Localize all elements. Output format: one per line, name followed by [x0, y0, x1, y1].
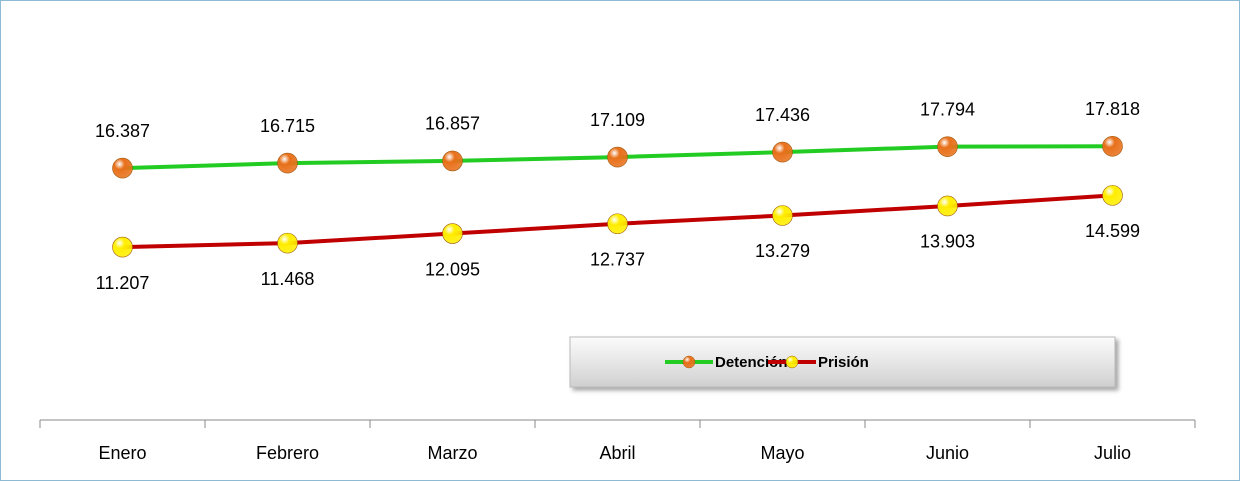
legend-label: Detención [715, 354, 788, 371]
data-label: 13.903 [920, 232, 975, 252]
marker [442, 223, 463, 244]
x-tick-label: Mayo [760, 443, 804, 463]
marker [937, 136, 958, 157]
marker [112, 157, 133, 179]
x-tick-label: Marzo [427, 443, 477, 463]
x-tick-label: Junio [926, 443, 969, 463]
data-label: 17.818 [1085, 99, 1140, 119]
legend-box [569, 336, 1116, 388]
marker [937, 195, 958, 217]
data-label: 16.387 [95, 121, 150, 141]
data-label: 12.737 [590, 250, 645, 270]
marker [607, 146, 628, 168]
legend-marker [785, 355, 799, 369]
x-tick-label: Enero [98, 443, 146, 463]
data-label: 17.436 [755, 105, 810, 125]
marker [112, 236, 133, 258]
marker [1102, 135, 1123, 157]
data-label: 11.207 [96, 273, 150, 293]
data-label: 14.599 [1085, 221, 1140, 241]
legend-marker [682, 355, 696, 369]
marker [772, 205, 793, 226]
data-label: 16.857 [425, 114, 480, 134]
marker [442, 150, 463, 172]
x-tick-label: Abril [599, 443, 635, 463]
marker [1102, 185, 1123, 206]
data-label: 17.109 [590, 110, 645, 130]
data-label: 13.279 [755, 241, 810, 261]
data-label: 12.095 [425, 259, 480, 279]
x-tick-label: Febrero [256, 443, 319, 463]
data-label: 16.715 [260, 116, 315, 136]
marker [277, 232, 298, 254]
marker [772, 141, 793, 163]
data-label: 17.794 [920, 99, 975, 119]
legend-label: Prisión [818, 354, 869, 371]
x-tick-label: Julio [1094, 443, 1131, 463]
data-label: 11.468 [261, 269, 315, 289]
marker [607, 213, 628, 235]
marker [277, 152, 298, 174]
